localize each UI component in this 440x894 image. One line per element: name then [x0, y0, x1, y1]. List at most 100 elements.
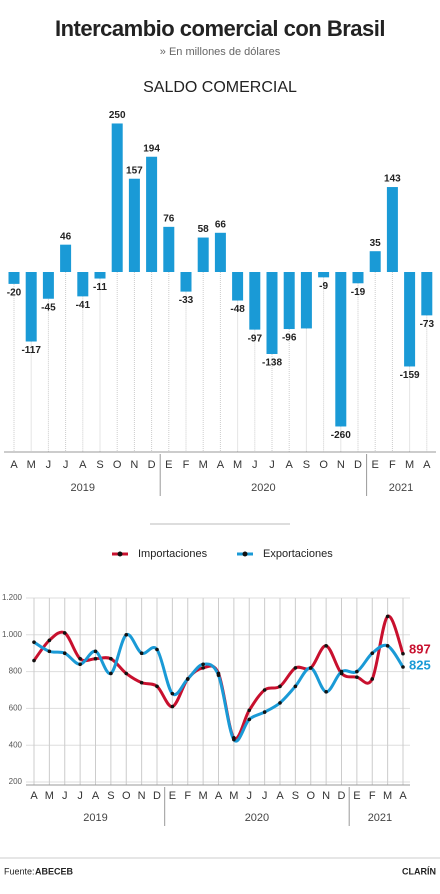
x-tick-label: A: [423, 459, 431, 471]
x-tick-label: J: [77, 790, 83, 802]
bar: [77, 272, 89, 297]
point: [139, 651, 144, 655]
value-label: 76: [163, 213, 175, 224]
point: [109, 656, 113, 661]
x-tick-label: E: [353, 790, 360, 802]
value-label: -73: [420, 319, 435, 330]
x-tick-label: S: [96, 459, 103, 471]
bar: [163, 226, 175, 272]
x-tick-label: F: [184, 790, 191, 802]
x-tick-label: N: [138, 790, 146, 802]
bar: [111, 123, 123, 273]
legend-dot: [242, 551, 248, 557]
bar: [249, 272, 261, 330]
point: [308, 666, 313, 670]
x-tick-label: S: [107, 790, 114, 802]
x-tick-label: J: [252, 459, 258, 471]
value-label: -260: [331, 430, 351, 441]
point: [201, 666, 205, 670]
brand: CLARÍN: [402, 866, 436, 876]
x-tick-label: M: [233, 459, 242, 471]
year-label: 2019: [71, 482, 95, 494]
x-tick-label: N: [130, 459, 138, 471]
point: [109, 671, 113, 676]
point: [247, 708, 252, 713]
source: ABECEB: [35, 866, 74, 876]
x-tick-label: J: [46, 459, 52, 471]
point: [216, 673, 221, 678]
point: [339, 669, 344, 674]
point: [278, 701, 282, 705]
bar: [283, 272, 295, 330]
point: [155, 684, 159, 689]
page-subtitle: » En millones de dólares: [160, 46, 281, 58]
x-tick-label: A: [276, 790, 284, 802]
point: [201, 662, 205, 667]
x-tick-label: D: [338, 790, 346, 802]
value-label: 35: [370, 238, 382, 249]
bar: [335, 272, 347, 427]
point: [170, 704, 175, 709]
value-label: -19: [351, 287, 366, 298]
x-tick-label: A: [217, 459, 225, 471]
value-label: -48: [230, 304, 245, 315]
value-label: -138: [262, 358, 282, 369]
year-label: 2021: [389, 482, 413, 494]
x-tick-label: M: [27, 459, 36, 471]
point: [355, 669, 359, 674]
x-tick-label: S: [303, 459, 310, 471]
bar: [386, 187, 398, 272]
x-tick-label: E: [372, 459, 379, 471]
value-label: -97: [248, 333, 263, 344]
value-label: 250: [109, 110, 126, 121]
bar: [94, 272, 106, 279]
y-tick-label: 200: [9, 777, 23, 786]
bar: [197, 237, 209, 272]
point: [324, 644, 328, 648]
x-tick-label: M: [199, 459, 208, 471]
value-label: -33: [179, 295, 194, 306]
value-label: -117: [21, 345, 41, 356]
point: [262, 688, 267, 692]
point: [32, 658, 36, 663]
legend-label: Importaciones: [138, 548, 208, 560]
value-label: -45: [41, 302, 56, 313]
bar: [266, 272, 278, 354]
end-label: 897: [409, 641, 431, 656]
y-tick-label: 600: [9, 704, 23, 713]
legend-label: Exportaciones: [263, 548, 333, 560]
x-tick-label: J: [269, 459, 275, 471]
point: [401, 665, 405, 669]
x-tick-label: M: [383, 790, 392, 802]
x-tick-label: J: [247, 790, 253, 802]
bar: [180, 272, 192, 292]
point: [293, 684, 298, 689]
x-tick-label: N: [337, 459, 345, 471]
x-tick-label: A: [92, 790, 100, 802]
y-tick-label: 1.200: [2, 593, 23, 602]
x-tick-label: A: [79, 459, 87, 471]
value-label: 143: [384, 174, 401, 185]
point: [232, 737, 236, 742]
value-label: 66: [215, 219, 227, 230]
point: [124, 671, 129, 676]
bar: [404, 272, 416, 367]
value-label: 58: [198, 224, 210, 235]
x-tick-label: J: [63, 459, 69, 471]
x-tick-label: F: [389, 459, 396, 471]
y-tick-label: 400: [9, 740, 23, 749]
value-label: -20: [7, 288, 22, 299]
x-tick-label: E: [165, 459, 172, 471]
point: [278, 684, 282, 689]
bar: [60, 244, 72, 272]
value-label: -159: [400, 370, 420, 381]
bar: [8, 272, 20, 284]
point: [47, 649, 52, 654]
point: [62, 651, 67, 655]
value-label: 157: [126, 165, 143, 176]
point: [62, 631, 67, 635]
point: [78, 662, 82, 667]
x-tick-label: D: [354, 459, 362, 471]
point: [293, 666, 298, 670]
